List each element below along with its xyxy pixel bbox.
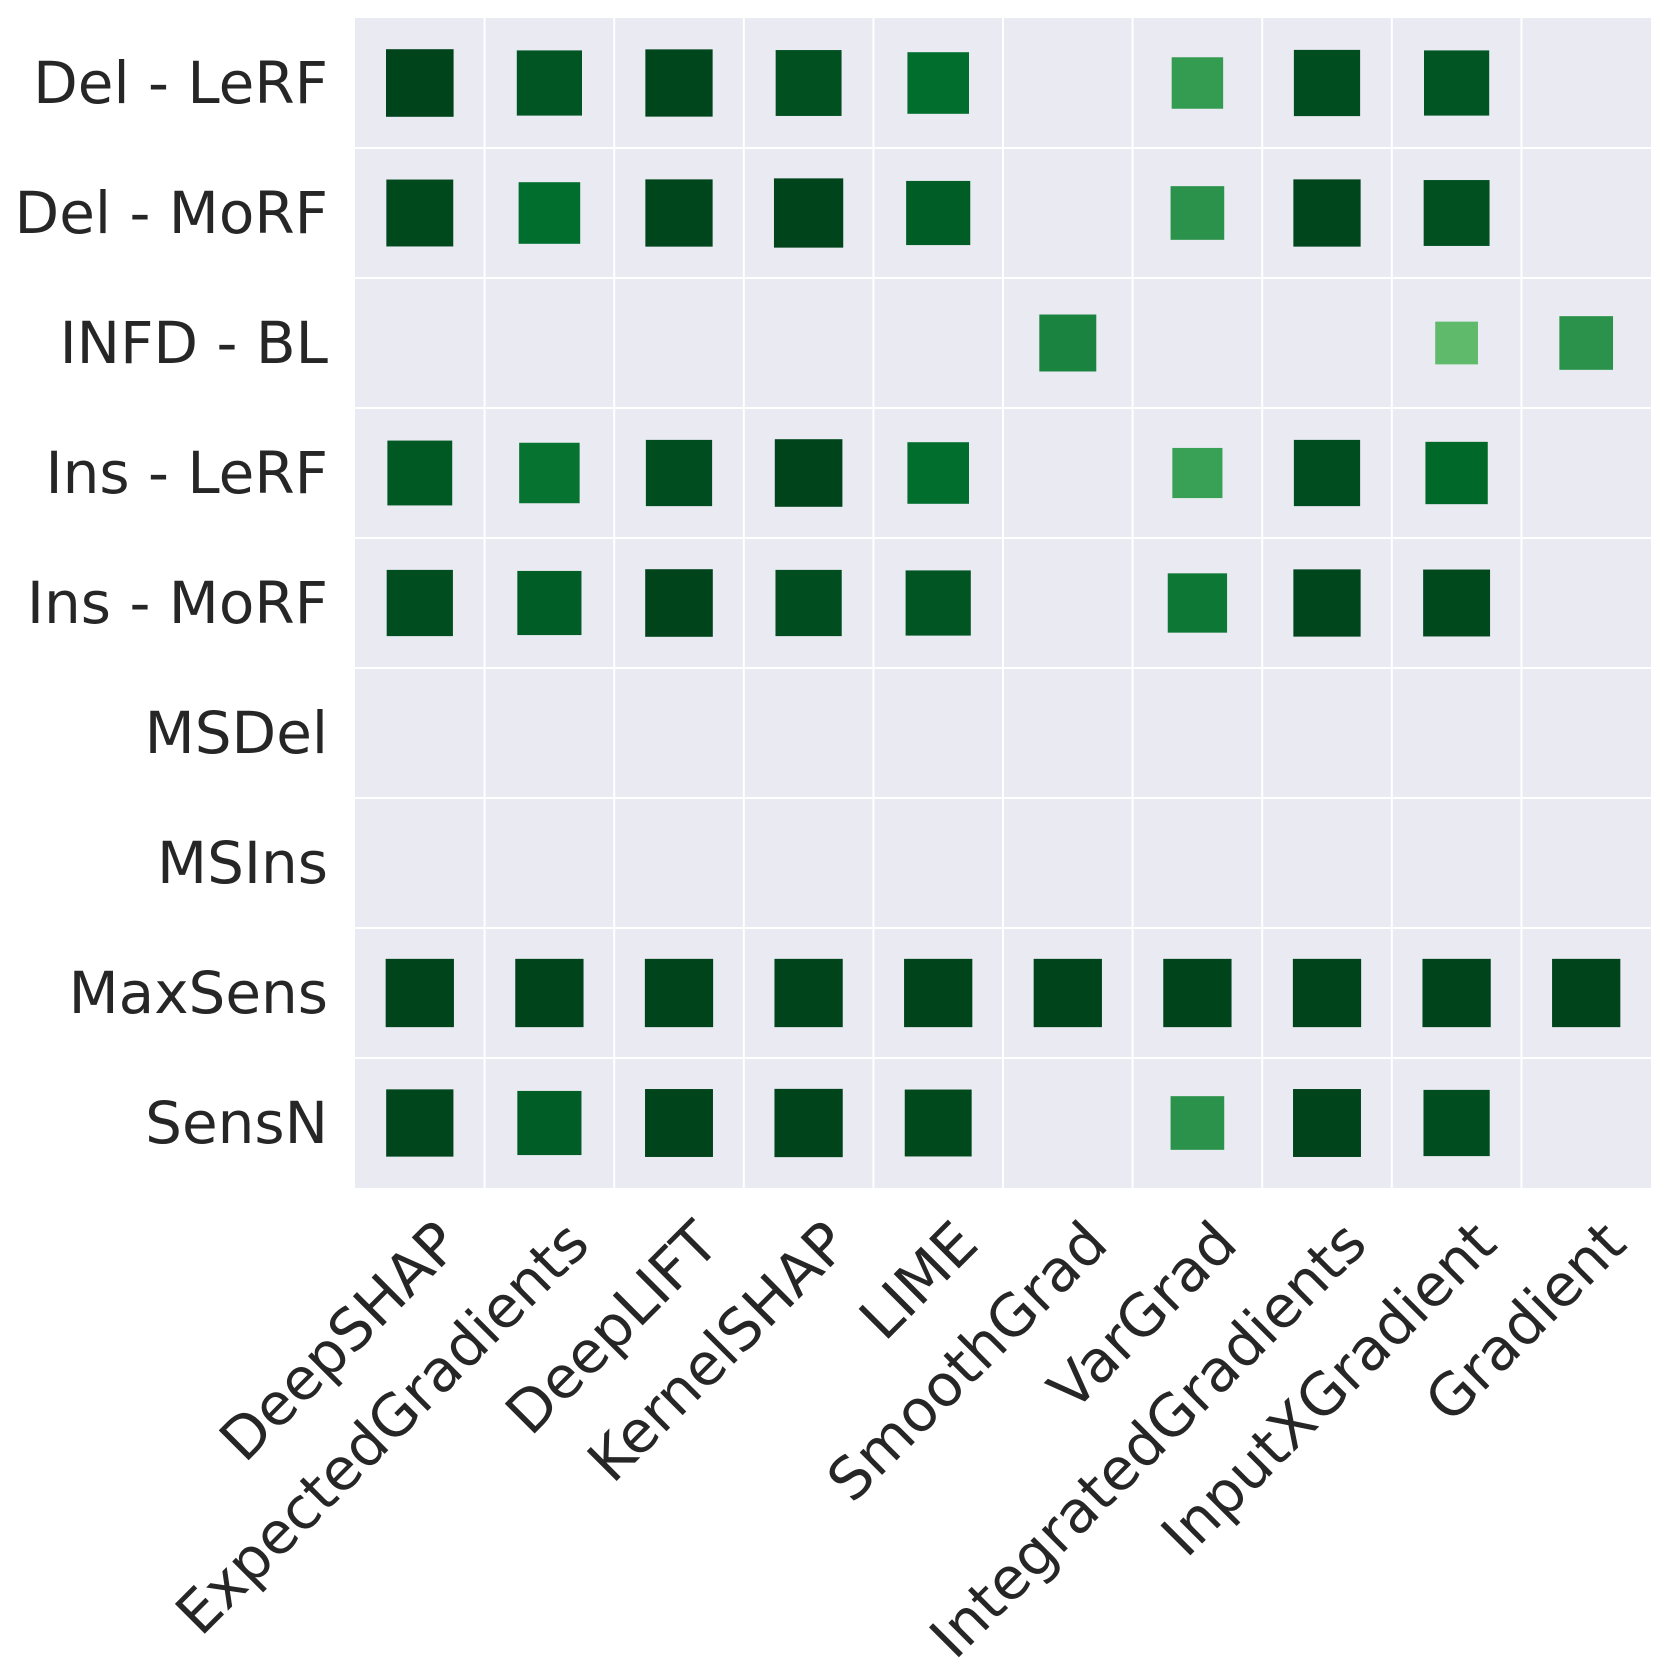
heatmap-cell [387, 440, 453, 506]
heatmap-cell [645, 569, 713, 637]
heatmap-cell [1559, 316, 1614, 370]
heatmap-cell [775, 50, 842, 116]
heatmap-cell [519, 442, 580, 504]
y-tick-labels: Del - LeRF Del - MoRF INFD - BL Ins - LeRF I… [15, 49, 328, 1157]
y-tick-label: INFD - BL [60, 309, 328, 377]
x-tick-labels: DeepSHAPExpectedGradientsDeepLIFTKernelS… [163, 1208, 1639, 1671]
y-tick-label: MSDel [145, 699, 328, 767]
heatmap-cell [1163, 958, 1232, 1028]
heatmap-cell [645, 179, 713, 247]
y-tick-label: MaxSens [69, 959, 328, 1027]
heatmap-cell [645, 1089, 713, 1157]
heatmap-cell [1039, 314, 1097, 372]
heatmap-cell [1293, 49, 1361, 117]
heatmap-cell [386, 49, 454, 117]
heatmap-cell [906, 180, 971, 246]
heatmap-cell [1170, 186, 1225, 240]
heatmap-cell [645, 439, 713, 507]
heatmap-cell [386, 179, 454, 247]
heatmap-cell [773, 178, 844, 248]
heatmap-cell [1293, 569, 1361, 637]
y-tick-label: Ins - LeRF [45, 439, 328, 507]
y-tick-label: SensN [145, 1089, 328, 1157]
heatmap-cell [1423, 180, 1490, 246]
heatmap-cell [904, 958, 973, 1028]
heatmap-cell [1552, 958, 1621, 1028]
heatmap-cell [518, 182, 581, 244]
heatmap-cell [905, 570, 971, 636]
y-tick-label: Del - MoRF [15, 179, 328, 247]
heatmap-cell [645, 49, 713, 117]
heatmap-cell [1293, 439, 1361, 507]
heatmap-cell [1293, 179, 1361, 247]
heatmap-cell [907, 442, 969, 504]
heatmap-cell [516, 50, 582, 116]
y-tick-label: Del - LeRF [33, 49, 328, 117]
heatmap-cell [1293, 1089, 1361, 1157]
heatmap-cell [644, 958, 714, 1028]
heatmap-cell [1423, 569, 1491, 637]
heatmap-cell [774, 439, 843, 507]
heatmap-cell [386, 569, 453, 637]
heatmap-cell [907, 52, 969, 114]
y-tick-label: MSIns [157, 829, 328, 897]
heatmap-cell [1033, 958, 1102, 1028]
heatmap-cell [1172, 447, 1223, 499]
heatmap-cell [1423, 1089, 1490, 1157]
heatmap-cell [515, 958, 584, 1028]
y-tick-label: Ins - MoRF [27, 569, 328, 637]
heatmap-cell [1292, 958, 1362, 1028]
heatmap-cell [385, 958, 454, 1028]
heatmap-cell [774, 958, 843, 1028]
heatmap-cell [517, 570, 582, 636]
heatmap-cell [904, 1089, 972, 1157]
heatmap-cell [1422, 958, 1491, 1028]
heatmap-cell [517, 1090, 582, 1156]
heatmap-cell [1435, 321, 1478, 365]
gridlines [355, 18, 1651, 1188]
heatmap-cell [1424, 50, 1490, 116]
heatmap-cell [774, 1088, 843, 1158]
heatmap-cell [386, 1089, 454, 1157]
heatmap-cell [1167, 573, 1228, 633]
heatmap-cell [1425, 441, 1488, 505]
heatmap-cell [775, 569, 842, 637]
heatmap-cells [385, 49, 1621, 1158]
heatmap-cell [1171, 57, 1224, 109]
heatmap-cell [1170, 1096, 1225, 1150]
